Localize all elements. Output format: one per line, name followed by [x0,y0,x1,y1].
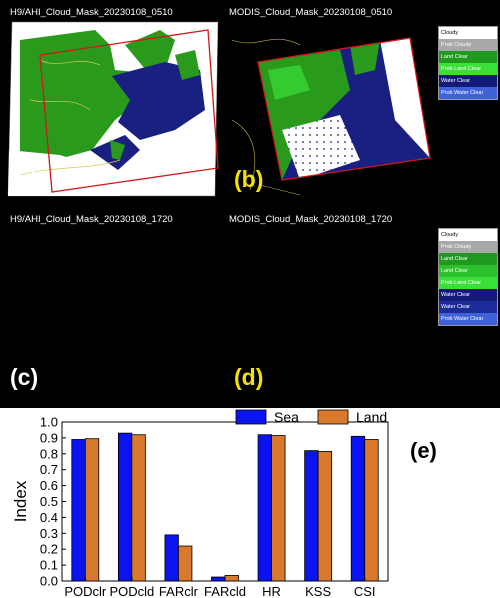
legend-item: Water Clear [439,301,497,313]
bar-land-podcld [131,434,146,582]
panel-label-b: (b) [234,166,264,192]
bar-land-farclr [178,545,193,582]
map-a-title: H9/AHI_Cloud_Mask_20230108_0510 [10,7,173,18]
cloud-mask-map-panels: H9/AHI_Cloud_Mask_20230108_0510 MODIS_Cl… [0,0,500,408]
y-tick-label: 0.8 [40,446,58,461]
map-legend-bottom: Cloudy Prob Cloudy Land Clear Land Clear Pro… [438,228,498,326]
y-tick-label: 1.0 [40,415,58,430]
x-tick-label: FARclr [159,584,199,598]
y-tick-label: 0.4 [40,510,58,525]
legend-item: Prob Cloudy [439,241,497,253]
legend-item: Water Clear [439,75,497,87]
panel-label-c: (c) [10,364,39,390]
bar-sea-hr [257,434,272,582]
bar-chart: 0.00.10.20.30.40.50.60.70.80.91.0 Index PO… [11,409,389,598]
map-b-box [257,37,431,181]
y-tick-label: 0.7 [40,462,58,477]
x-tick-label: PODcld [109,584,154,598]
legend-item: Cloudy [439,27,497,39]
legend-item: Land Clear [439,265,497,277]
y-axis-label: Index [11,480,30,522]
bar-sea-csi [350,435,366,582]
legend-item: Water Clear [439,289,497,301]
legend-item: Land Clear [439,51,497,63]
legend-label-sea: Sea [274,409,299,425]
bar-land-csi [364,439,379,582]
legend-item: Prob Cloudy [439,39,497,51]
map-b-cloud [282,115,360,180]
bar-sea-farcld [211,576,226,582]
legend-label-land: Land [356,409,387,425]
legend-item: Prob Land Clear [439,63,497,75]
bar-sea-podclr [71,439,86,582]
x-tick-label: HR [262,584,281,598]
bar-land-farcld [224,575,239,582]
y-tick-label: 0.6 [40,478,58,493]
legend-swatch-sea [235,409,267,425]
map-a-modis-box [39,29,219,193]
bar-land-kss [317,451,333,582]
map-a-land [20,30,150,160]
x-tick-label: CSI [354,584,376,598]
panel-label-e: (e) [410,438,437,463]
y-tick-label: 0.0 [40,574,58,589]
bar-sea-farclr [164,534,179,582]
x-tick-label: PODclr [64,584,107,598]
plot-frame [61,421,389,582]
y-tick-label: 0.2 [40,542,58,557]
map-d-title: MODIS_Cloud_Mask_20230108_1720 [229,214,393,225]
y-tick-label: 0.3 [40,526,58,541]
bar-land-hr [271,435,286,582]
x-tick-label: KSS [305,584,331,598]
map-b-title: MODIS_Cloud_Mask_20230108_0510 [229,7,393,18]
panel-label-a: (a) [10,166,39,192]
legend-item: Prob Land Clear [439,277,497,289]
panel-label-d: (d) [234,364,264,390]
map-graphics [7,21,434,197]
legend-item: Prob Water Clear [439,313,497,325]
legend-item: Land Clear [439,253,497,265]
legend-swatch-land [317,409,349,425]
legend-item: Cloudy [439,229,497,241]
bar-sea-kss [304,450,319,582]
map-a-sea [112,62,205,140]
y-tick-label: 0.5 [40,494,58,509]
bar-land-podclr [84,438,100,582]
legend-item: Prob Water Clear [439,87,497,99]
y-tick-label: 0.1 [40,558,58,573]
map-legend-top: Cloudy Prob Cloudy Land Clear Prob Land Cle… [438,26,498,100]
x-tick-label: FARcld [204,584,246,598]
y-tick-label: 0.9 [40,430,58,445]
map-a [7,21,219,197]
map-c-title: H9/AHI_Cloud_Mask_20230108_1720 [10,214,173,225]
map-b [228,22,434,196]
bar-sea-podcld [117,432,133,582]
